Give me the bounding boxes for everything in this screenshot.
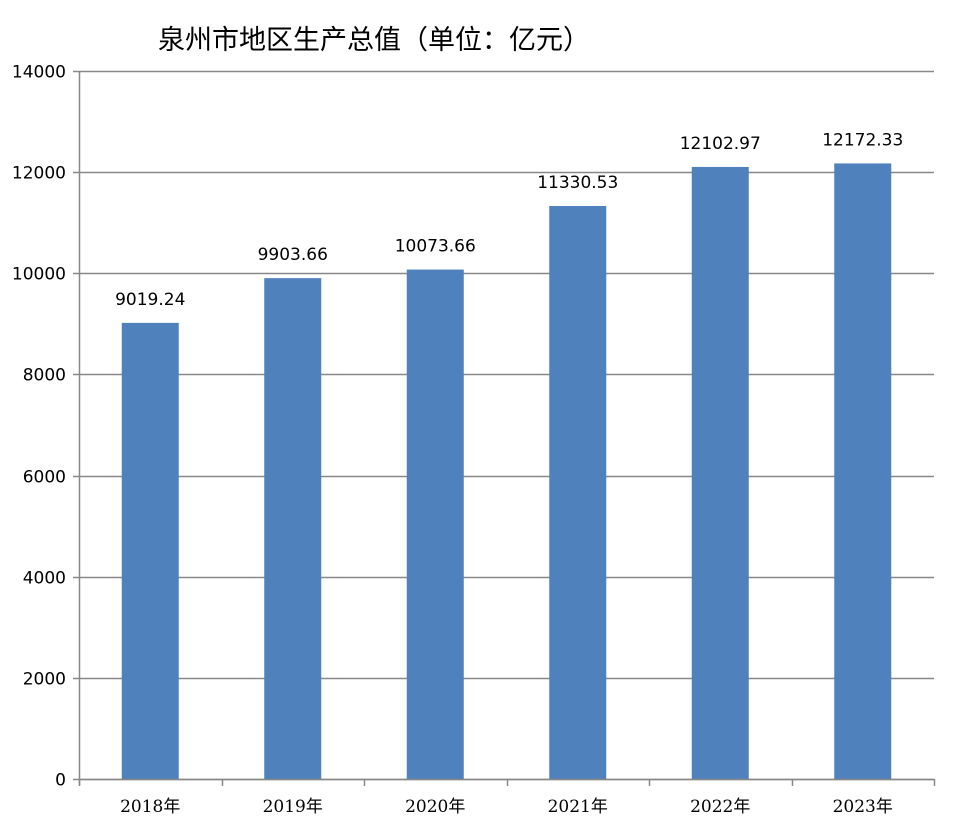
y-tick-label: 10000 [12,265,66,285]
y-tick-label: 2000 [23,670,66,690]
bar [406,269,464,779]
data-label: 11330.53 [537,173,618,193]
bar [121,322,179,779]
chart-title: 泉州市地区生产总值（单位：亿元） [158,25,590,56]
bar [264,278,322,779]
data-label: 12102.97 [680,134,761,154]
x-tick-label: 2021年 [548,797,608,817]
bar [834,163,892,780]
bar [691,166,749,779]
y-tick-label: 4000 [23,569,66,589]
x-tick-label: 2018年 [120,797,180,817]
data-label: 12172.33 [822,130,903,150]
y-tick-label: 14000 [12,63,66,83]
bar [549,205,607,780]
x-tick-label: 2022年 [690,797,750,817]
x-tick-label: 2019年 [263,797,323,817]
data-label: 9019.24 [115,290,185,310]
data-label: 9903.66 [258,245,328,265]
x-tick-label: 2020年 [405,797,465,817]
y-tick-label: 0 [55,771,66,791]
y-tick-label: 8000 [23,366,66,386]
y-tick-label: 12000 [12,164,66,184]
x-tick-label: 2023年 [833,797,893,817]
y-tick-label: 6000 [23,468,66,488]
data-label: 10073.66 [395,237,476,257]
